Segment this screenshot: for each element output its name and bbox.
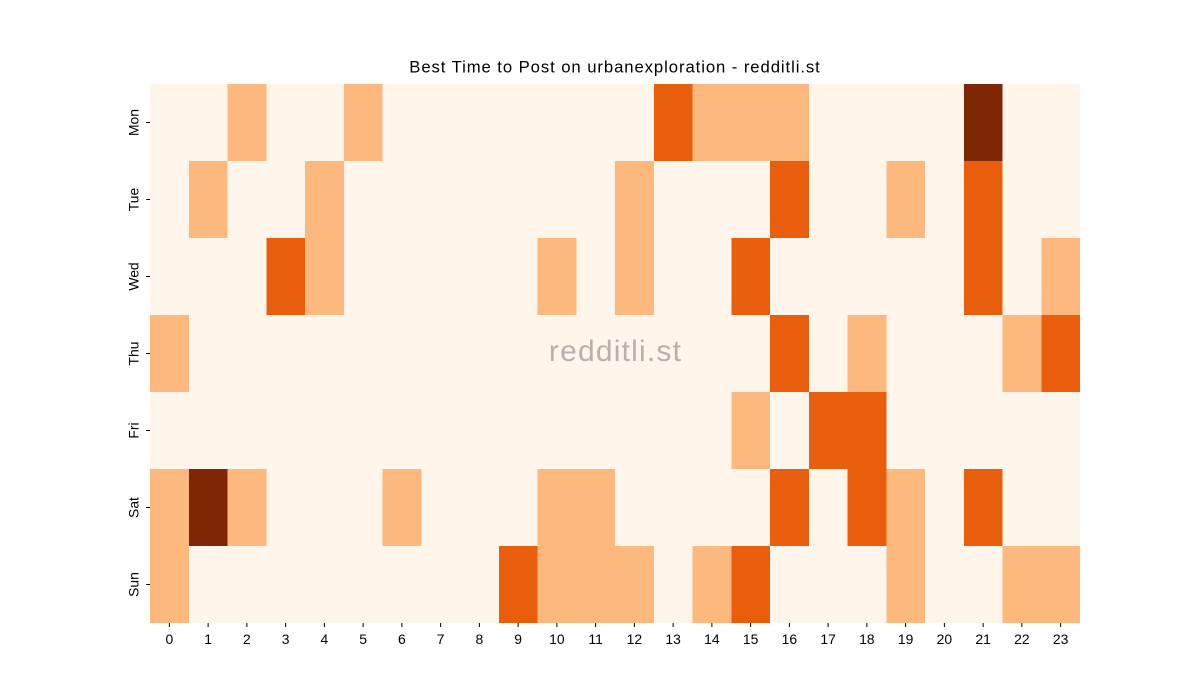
- svg-text:21: 21: [975, 631, 991, 647]
- svg-text:1: 1: [204, 631, 212, 647]
- svg-text:4: 4: [321, 631, 329, 647]
- svg-text:5: 5: [359, 631, 367, 647]
- svg-text:Sun: Sun: [126, 572, 142, 597]
- svg-text:6: 6: [398, 631, 406, 647]
- svg-text:10: 10: [549, 631, 565, 647]
- svg-text:8: 8: [476, 631, 484, 647]
- svg-text:23: 23: [1053, 631, 1069, 647]
- svg-text:Thu: Thu: [126, 342, 142, 366]
- svg-text:12: 12: [627, 631, 643, 647]
- svg-text:11: 11: [588, 631, 603, 647]
- svg-text:9: 9: [514, 631, 522, 647]
- svg-text:Best Time to Post on urbanexpl: Best Time to Post on urbanexploration - …: [409, 58, 820, 77]
- svg-text:redditli.st: redditli.st: [549, 335, 682, 368]
- svg-text:13: 13: [665, 631, 681, 647]
- svg-text:3: 3: [282, 631, 290, 647]
- svg-text:20: 20: [937, 631, 953, 647]
- svg-text:2: 2: [243, 631, 251, 647]
- svg-text:15: 15: [743, 631, 759, 647]
- svg-text:17: 17: [820, 631, 836, 647]
- svg-text:Fri: Fri: [126, 422, 142, 438]
- svg-text:19: 19: [898, 631, 914, 647]
- svg-text:7: 7: [437, 631, 445, 647]
- svg-text:Sat: Sat: [126, 497, 142, 518]
- svg-text:Tue: Tue: [126, 188, 142, 212]
- svg-text:Mon: Mon: [126, 109, 142, 136]
- svg-text:16: 16: [782, 631, 798, 647]
- svg-text:14: 14: [704, 631, 720, 647]
- svg-text:18: 18: [859, 631, 875, 647]
- svg-text:Wed: Wed: [126, 262, 142, 290]
- svg-text:0: 0: [166, 631, 174, 647]
- svg-text:22: 22: [1014, 631, 1030, 647]
